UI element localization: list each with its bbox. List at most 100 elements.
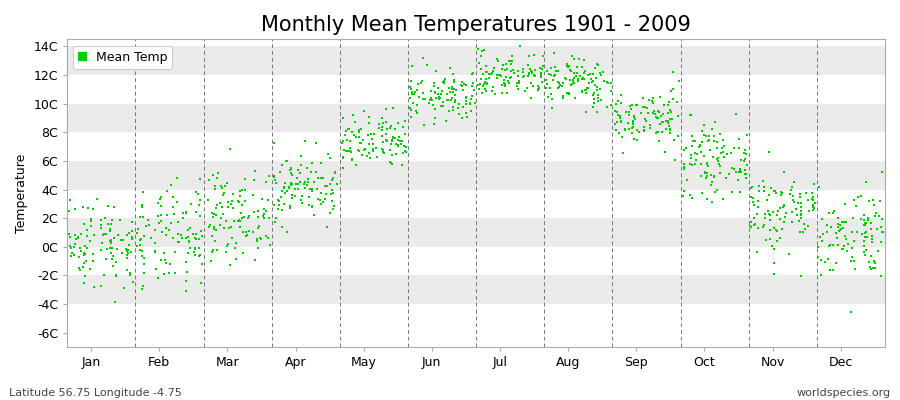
Point [416, 55, 430, 62]
Point [267, 140, 282, 146]
Point [431, 94, 446, 100]
Point [724, 165, 739, 171]
Point [590, 83, 604, 90]
Point [162, 270, 176, 276]
Point [580, 85, 594, 92]
Point [341, 126, 356, 132]
Point [343, 145, 357, 151]
Point [81, 204, 95, 211]
Point [323, 209, 338, 216]
Point [450, 105, 464, 111]
Point [666, 96, 680, 102]
Point [176, 210, 190, 216]
Point [844, 245, 859, 252]
Point [525, 69, 539, 75]
Point [778, 210, 793, 216]
Point [539, 76, 554, 83]
Point [862, 198, 877, 204]
Point [831, 224, 845, 230]
Point [661, 118, 675, 124]
Point [133, 247, 148, 254]
Point [504, 61, 518, 68]
Point [505, 53, 519, 59]
Point [593, 96, 608, 103]
Point [397, 143, 411, 150]
Point [850, 202, 864, 209]
Point [666, 85, 680, 92]
Point [811, 254, 825, 261]
Point [635, 95, 650, 102]
Point [351, 147, 365, 154]
Point [303, 186, 318, 192]
Point [395, 138, 410, 144]
Point [302, 202, 316, 208]
Point [661, 110, 675, 116]
Point [642, 96, 656, 103]
Point [622, 109, 636, 115]
Point [762, 149, 777, 155]
Point [630, 127, 644, 133]
Point [271, 206, 285, 213]
Point [613, 115, 627, 122]
Point [616, 150, 630, 156]
Point [577, 76, 591, 82]
Point [611, 98, 625, 104]
Text: worldspecies.org: worldspecies.org [796, 388, 891, 398]
Point [285, 172, 300, 178]
Point [788, 179, 802, 185]
Point [767, 225, 781, 231]
Point [372, 120, 386, 127]
Point [857, 212, 871, 218]
Point [285, 180, 300, 187]
Point [582, 71, 597, 78]
Point [662, 98, 676, 105]
Point [407, 90, 421, 97]
Point [863, 253, 878, 259]
Point [625, 124, 639, 131]
Point [459, 101, 473, 107]
Point [747, 202, 761, 209]
Point [668, 157, 682, 163]
Point [279, 158, 293, 164]
Point [448, 99, 463, 106]
Point [123, 272, 138, 278]
Point [220, 204, 235, 211]
Point [662, 130, 677, 136]
Point [472, 60, 486, 66]
Point [716, 154, 731, 160]
Point [160, 188, 175, 195]
Point [584, 76, 598, 82]
Point [409, 89, 423, 95]
Point [648, 111, 662, 117]
Point [857, 238, 871, 244]
Point [138, 260, 152, 267]
Point [284, 195, 299, 202]
Point [394, 141, 409, 147]
Point [814, 257, 828, 263]
Point [209, 227, 223, 234]
Point [219, 249, 233, 255]
Point [867, 202, 881, 208]
Point [534, 70, 548, 76]
Point [734, 169, 748, 176]
Point [214, 204, 229, 210]
Point [279, 188, 293, 194]
Point [423, 88, 437, 94]
Point [424, 95, 438, 101]
Point [588, 82, 602, 89]
Point [491, 56, 505, 63]
Point [835, 246, 850, 252]
Point [614, 118, 628, 124]
Point [120, 232, 134, 238]
Point [346, 112, 361, 118]
Point [418, 95, 432, 102]
Point [238, 198, 252, 204]
Point [374, 127, 389, 134]
Point [704, 172, 718, 178]
Point [842, 240, 856, 247]
Point [722, 170, 736, 177]
Point [717, 142, 732, 149]
Point [566, 80, 580, 86]
Point [94, 217, 109, 224]
Point [273, 169, 287, 176]
